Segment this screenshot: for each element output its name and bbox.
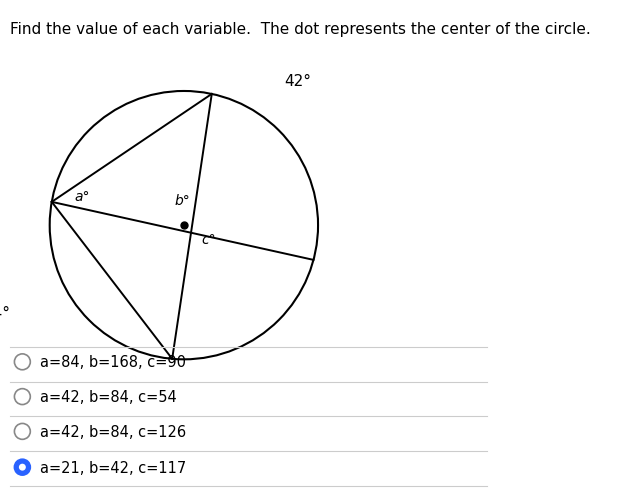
Text: a=42, b=84, c=126: a=42, b=84, c=126 (40, 424, 186, 439)
Circle shape (19, 464, 26, 471)
Circle shape (14, 423, 30, 439)
Text: c°: c° (201, 232, 215, 246)
Text: b°: b° (174, 193, 190, 207)
Text: Find the value of each variable.  The dot represents the center of the circle.: Find the value of each variable. The dot… (10, 23, 591, 38)
Text: a=84, b=168, c=90: a=84, b=168, c=90 (40, 355, 186, 370)
Circle shape (14, 354, 30, 370)
Text: a=21, b=42, c=117: a=21, b=42, c=117 (40, 460, 186, 475)
Text: 84°: 84° (0, 305, 10, 320)
Circle shape (14, 459, 30, 475)
Text: a°: a° (74, 189, 89, 203)
Text: a=42, b=84, c=54: a=42, b=84, c=54 (40, 389, 177, 404)
Text: 42°: 42° (284, 74, 311, 89)
Circle shape (14, 389, 30, 405)
